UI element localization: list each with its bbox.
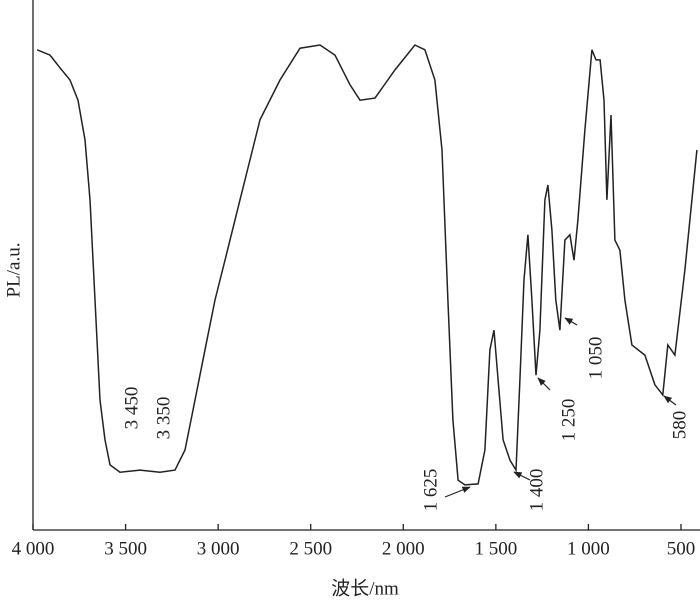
annotation-arrow: [564, 317, 578, 326]
x-tick-label: 500: [667, 538, 696, 559]
spectrum-line: [36, 44, 698, 486]
annotation: 1 050: [585, 337, 606, 380]
annotation-arrow: [663, 395, 677, 406]
x-axis-label: 波长/nm: [331, 577, 399, 599]
x-tick-label: 2 000: [382, 538, 425, 559]
annotation: 3 450: [121, 387, 142, 430]
annotation: 1 625: [420, 469, 441, 512]
annotation: 580: [669, 411, 690, 440]
annotation: 3 350: [153, 397, 174, 440]
y-axis-label: PL/a.u.: [3, 243, 24, 298]
annotation: 1 400: [526, 469, 547, 512]
annotation-arrow: [513, 471, 531, 481]
x-tick-label: 3 500: [104, 538, 147, 559]
x-tick-label: 1 500: [474, 538, 517, 559]
annotation-arrow: [444, 486, 471, 498]
x-tick-label: 4 000: [12, 538, 55, 559]
x-tick-label: 1 000: [567, 538, 610, 559]
x-tick-label: 2 500: [289, 538, 332, 559]
annotation-arrow: [537, 377, 551, 391]
x-tick-label: 3 000: [197, 538, 240, 559]
annotation: 1 250: [558, 399, 579, 442]
